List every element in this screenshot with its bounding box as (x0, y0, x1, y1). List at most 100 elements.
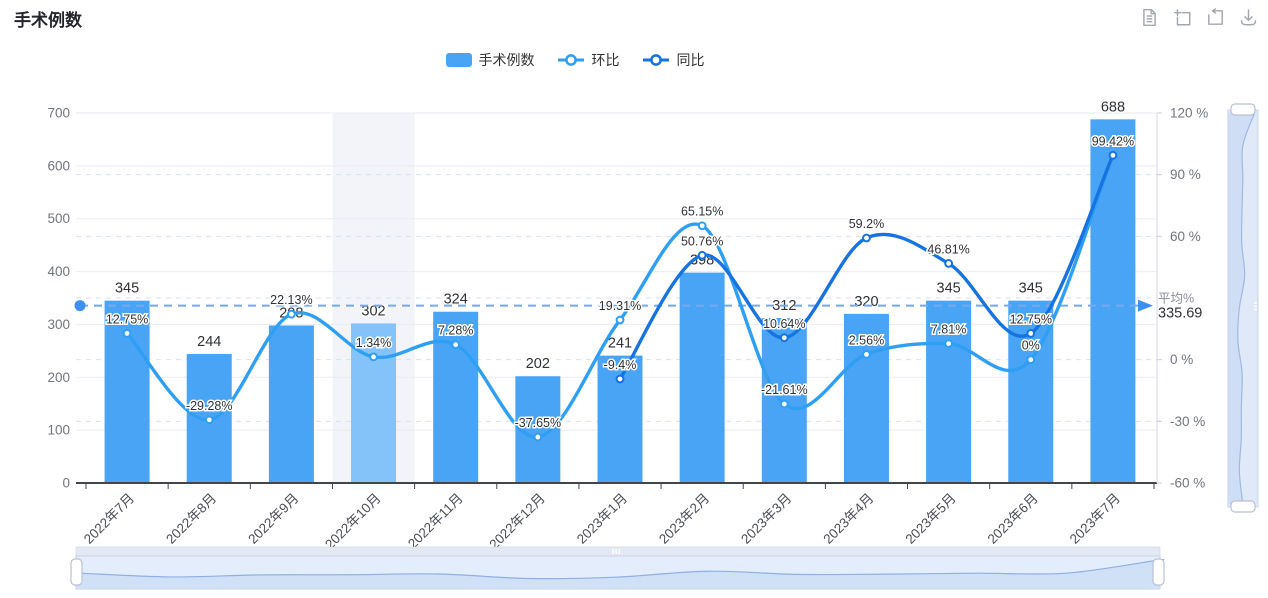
bar-value-label: 320 (854, 294, 878, 310)
x-axis-label-2023年1月: 2023年1月 (574, 491, 630, 547)
bar-2023年5月[interactable] (926, 300, 972, 483)
average-label-title: 平均% (1158, 292, 1194, 306)
line-legend-swatch-tongbi (642, 54, 669, 66)
bar-value-label: 345 (1019, 281, 1043, 297)
bottom-slider-right-handle[interactable] (1152, 558, 1165, 586)
average-line-start-dot (74, 300, 86, 312)
y-left-tick-label: 700 (47, 106, 70, 121)
x-axis-label-2023年2月: 2023年2月 (656, 491, 712, 547)
bottom-slider-shadow-line (71, 558, 1165, 580)
legend-label: 环比 (591, 52, 620, 68)
bar-2023年6月[interactable] (1008, 300, 1054, 483)
x-axis-label-2022年8月: 2022年8月 (163, 491, 219, 547)
legend-label: 同比 (676, 52, 705, 68)
point-label-huanbi: -37.65% (515, 416, 562, 430)
restore-icon[interactable] (1206, 8, 1225, 27)
point-label-huanbi: 2.56% (849, 333, 884, 347)
x-axis-label-2022年12月: 2022年12月 (486, 491, 548, 553)
point-huanbi-2022年11月[interactable] (451, 340, 461, 350)
right-slider-top-handle[interactable] (1230, 103, 1256, 116)
bar-legend-swatch (445, 53, 472, 67)
x-axis-label-2022年9月: 2022年9月 (245, 491, 301, 547)
point-label-huanbi: 65.15% (681, 205, 723, 219)
point-huanbi-2023年2月[interactable] (697, 221, 707, 231)
y-right-tick-label: -60 % (1170, 476, 1205, 491)
data-zoom-icon[interactable] (1173, 8, 1192, 27)
point-label-tongbi: 50.76% (681, 234, 723, 248)
legend-item-tongbi[interactable]: 同比 (642, 50, 705, 70)
point-huanbi-2023年3月[interactable] (779, 399, 789, 409)
bar-2023年7月[interactable] (1090, 119, 1136, 483)
y-left-tick-label: 600 (47, 158, 70, 173)
bottom-slider-shadow-area (72, 559, 1164, 589)
point-huanbi-2023年4月[interactable] (862, 350, 871, 359)
toolbox (1140, 8, 1258, 27)
x-axis-label-2023年6月: 2023年6月 (985, 491, 1041, 547)
data-view-icon[interactable] (1140, 8, 1159, 27)
point-tongbi-2023年4月[interactable] (862, 233, 871, 243)
bar-2022年7月[interactable] (104, 300, 150, 483)
bar-value-label: 345 (115, 281, 139, 297)
point-label-huanbi: 19.31% (599, 299, 641, 313)
y-left-tick-label: 300 (47, 317, 70, 332)
y-right-tick-label: 0 % (1170, 352, 1193, 367)
point-tongbi-2023年5月[interactable] (944, 259, 954, 268)
bottom-slider-bar[interactable] (75, 546, 1161, 557)
point-huanbi-2022年9月[interactable] (286, 309, 296, 319)
point-huanbi-2022年7月[interactable] (122, 329, 132, 338)
legend: 手术例数 环比 同比 (0, 50, 1150, 70)
point-tongbi-2023年7月[interactable] (1108, 150, 1118, 160)
x-axis-label-2022年10月: 2022年10月 (322, 491, 384, 553)
bar-value-label: 345 (937, 281, 961, 297)
point-tongbi-2023年1月[interactable] (615, 374, 625, 384)
point-label-tongbi: 10.64% (763, 317, 805, 331)
y-left-tick-label: 200 (47, 370, 70, 385)
point-label-tongbi: 46.81% (927, 242, 969, 256)
save-image-icon[interactable] (1239, 8, 1258, 27)
page-title: 手术例数 (14, 11, 82, 30)
bar-2023年4月[interactable] (843, 313, 889, 483)
point-label-huanbi: 99.42% (1092, 134, 1134, 148)
y-left-tick-label: 500 (47, 211, 70, 226)
average-line-arrow (1138, 299, 1153, 312)
x-axis-label-2023年3月: 2023年3月 (738, 491, 794, 547)
y-right-tick-label: 60 % (1170, 229, 1201, 244)
bar-value-label: 688 (1101, 99, 1125, 115)
point-label-tongbi: 12.75% (1010, 312, 1052, 326)
bar-value-label: 244 (197, 334, 221, 350)
legend-item-surgeries[interactable]: 手术例数 (445, 50, 535, 70)
point-huanbi-2023年5月[interactable] (944, 339, 954, 349)
right-slider-bottom-handle[interactable] (1230, 500, 1256, 513)
legend-item-huanbi[interactable]: 环比 (557, 50, 620, 70)
line-legend-swatch-huanbi (557, 54, 584, 66)
x-axis-label-2023年5月: 2023年5月 (902, 491, 958, 547)
bar-value-label: 202 (526, 356, 550, 372)
point-huanbi-2023年1月[interactable] (615, 315, 625, 325)
point-label-huanbi: 7.28% (438, 324, 473, 338)
point-huanbi-2023年6月[interactable] (1026, 355, 1036, 365)
point-label-huanbi: 0% (1022, 339, 1040, 353)
y-left-tick-label: 0 (62, 476, 70, 491)
bar-value-label: 324 (444, 292, 468, 308)
point-label-tongbi: 59.2% (849, 217, 884, 231)
x-axis-label-2023年4月: 2023年4月 (820, 491, 876, 547)
y-left-tick-label: 100 (47, 423, 70, 438)
point-huanbi-2022年10月[interactable] (369, 352, 378, 362)
point-tongbi-2023年3月[interactable] (779, 333, 789, 343)
bar-2023年2月[interactable] (679, 272, 725, 483)
point-tongbi-2023年6月[interactable] (1026, 329, 1036, 338)
bar-2022年9月[interactable] (268, 325, 314, 483)
point-label-huanbi: 12.75% (106, 312, 148, 326)
x-axis-label-2023年7月: 2023年7月 (1067, 491, 1123, 547)
bar-value-label: 302 (361, 303, 385, 319)
bottom-slider-left-handle[interactable] (70, 558, 83, 586)
y-left-tick-label: 400 (47, 264, 70, 279)
point-label-huanbi: 1.34% (356, 336, 391, 350)
point-label-huanbi: -21.61% (761, 383, 808, 397)
point-tongbi-2023年2月[interactable] (697, 250, 707, 260)
right-slider-shadow-area (1228, 113, 1255, 504)
point-huanbi-2022年12月[interactable] (533, 432, 543, 442)
point-huanbi-2022年8月[interactable] (204, 415, 214, 425)
